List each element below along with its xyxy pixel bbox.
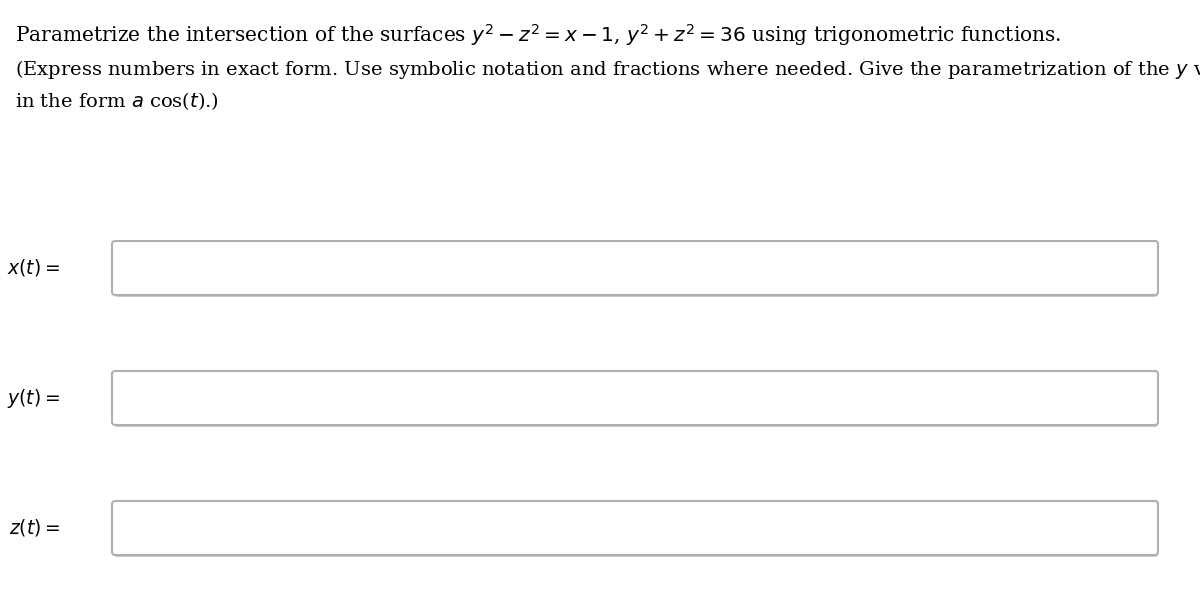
- Text: (Express numbers in exact form. Use symbolic notation and fractions where needed: (Express numbers in exact form. Use symb…: [14, 58, 1200, 81]
- Text: $y(t) =$: $y(t) =$: [7, 386, 60, 409]
- Text: $z(t) =$: $z(t) =$: [8, 518, 60, 539]
- FancyBboxPatch shape: [112, 371, 1158, 425]
- FancyBboxPatch shape: [114, 375, 1158, 427]
- Text: in the form $a$ cos($t$).): in the form $a$ cos($t$).): [14, 90, 218, 112]
- Text: Parametrize the intersection of the surfaces $y^2 - z^2 = x - 1$, $y^2 + z^2 = 3: Parametrize the intersection of the surf…: [14, 22, 1061, 48]
- FancyBboxPatch shape: [112, 241, 1158, 295]
- FancyBboxPatch shape: [114, 505, 1158, 557]
- Text: $x(t) =$: $x(t) =$: [7, 258, 60, 279]
- FancyBboxPatch shape: [114, 245, 1158, 297]
- FancyBboxPatch shape: [112, 501, 1158, 555]
